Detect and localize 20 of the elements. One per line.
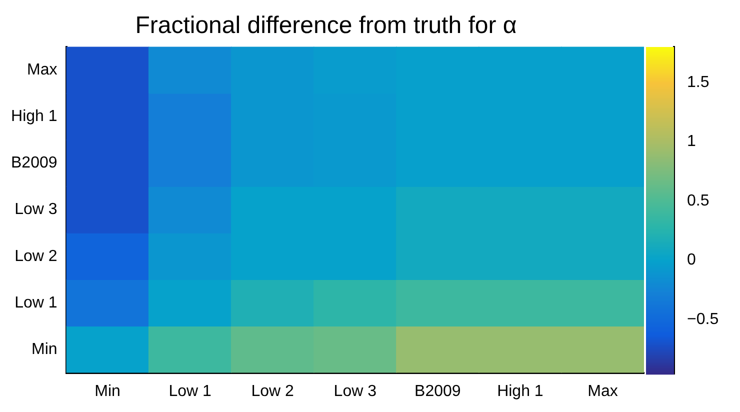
- color-bar-label: 1.5: [687, 74, 710, 91]
- chart-title: Fractional difference from truth for α: [135, 12, 517, 40]
- x-tick-label: Max: [588, 382, 618, 400]
- y-tick-label: Max: [27, 61, 58, 78]
- y-tick-label: Low 1: [14, 294, 58, 312]
- x-tick-label: B2009: [414, 382, 461, 400]
- y-tick-label: Min: [31, 340, 58, 358]
- color-bar-label: 0: [687, 252, 696, 269]
- y-tick-label: Low 2: [14, 248, 58, 265]
- color-bar-label: 0.5: [687, 192, 710, 210]
- x-tick-label: Low 2: [251, 382, 294, 400]
- x-tick-label: High 1: [497, 382, 544, 400]
- color-bar-label: −0.5: [687, 310, 719, 328]
- x-tick-label: Low 3: [334, 382, 377, 400]
- y-tick-label: High 1: [11, 108, 58, 126]
- x-tick-label: Low 1: [168, 382, 212, 400]
- x-tick-label: Min: [94, 382, 120, 400]
- y-tick-label: B2009: [11, 154, 58, 172]
- color-bar-label: 1: [687, 133, 696, 150]
- y-tick-label: Low 3: [14, 201, 58, 218]
